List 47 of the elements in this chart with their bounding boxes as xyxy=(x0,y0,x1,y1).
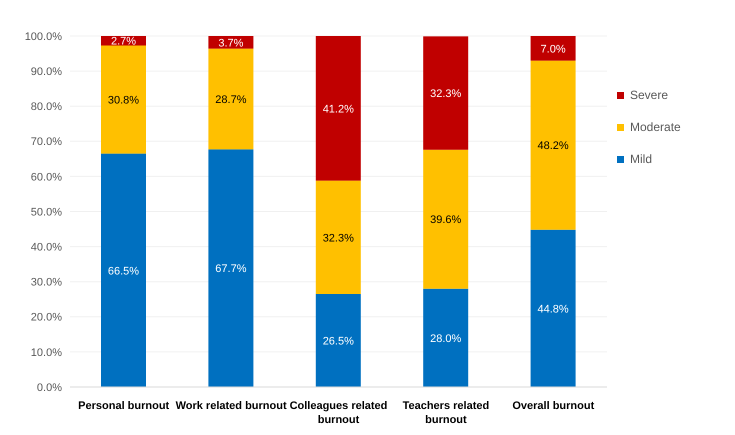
bar xyxy=(208,48,254,150)
y-tick-label: 90.0% xyxy=(30,66,62,78)
bar xyxy=(530,60,576,230)
y-tick-label: 50.0% xyxy=(30,206,62,218)
x-tick-label: Work related burnout xyxy=(176,400,287,412)
y-tick-label: 70.0% xyxy=(30,136,62,148)
y-tick-label: 60.0% xyxy=(30,171,62,184)
bar xyxy=(423,36,468,150)
data-label: 28.7% xyxy=(215,94,247,106)
data-label: 7.0% xyxy=(540,43,566,56)
data-label: 39.6% xyxy=(430,214,462,226)
y-tick-label: 30.0% xyxy=(30,276,62,289)
y-tick-label: 0.0% xyxy=(36,382,62,394)
x-tick-label: Personal burnout xyxy=(78,400,170,412)
legend-label: Moderate xyxy=(630,120,681,134)
y-tick-label: 40.0% xyxy=(30,242,62,254)
bar xyxy=(316,180,361,294)
bar xyxy=(530,36,576,61)
bar xyxy=(101,154,146,387)
bar xyxy=(423,150,468,289)
data-label: 66.5% xyxy=(108,265,140,278)
bar xyxy=(316,294,361,387)
y-tick-label: 10.0% xyxy=(30,346,62,359)
data-label: 2.7% xyxy=(110,36,136,48)
x-tick-label: Teachers related burnout xyxy=(402,400,490,426)
x-tick-label: Colleagues related burnout xyxy=(290,400,388,426)
data-label: 32.3% xyxy=(430,88,462,100)
data-label: 41.2% xyxy=(322,103,354,116)
bar xyxy=(316,36,361,181)
data-label: 3.7% xyxy=(218,37,244,50)
y-tick-label: 80.0% xyxy=(30,101,62,114)
legend-label: Severe xyxy=(630,88,668,102)
data-label: 30.8% xyxy=(108,94,140,107)
bar xyxy=(530,230,576,387)
x-tick-label: Overall burnout xyxy=(512,400,595,412)
data-label: 32.3% xyxy=(322,232,354,244)
legend-label: Mild xyxy=(630,152,652,166)
bar xyxy=(423,288,468,387)
y-tick-label: 20.0% xyxy=(30,312,62,324)
data-label: 28.0% xyxy=(430,332,462,345)
data-label: 44.8% xyxy=(538,303,569,316)
data-label: 26.5% xyxy=(322,335,354,348)
bar xyxy=(208,149,254,387)
data-label: 67.7% xyxy=(215,263,247,276)
data-label: 48.2% xyxy=(538,140,569,152)
y-tick-label: 100.0% xyxy=(24,30,62,43)
bar xyxy=(101,45,146,154)
